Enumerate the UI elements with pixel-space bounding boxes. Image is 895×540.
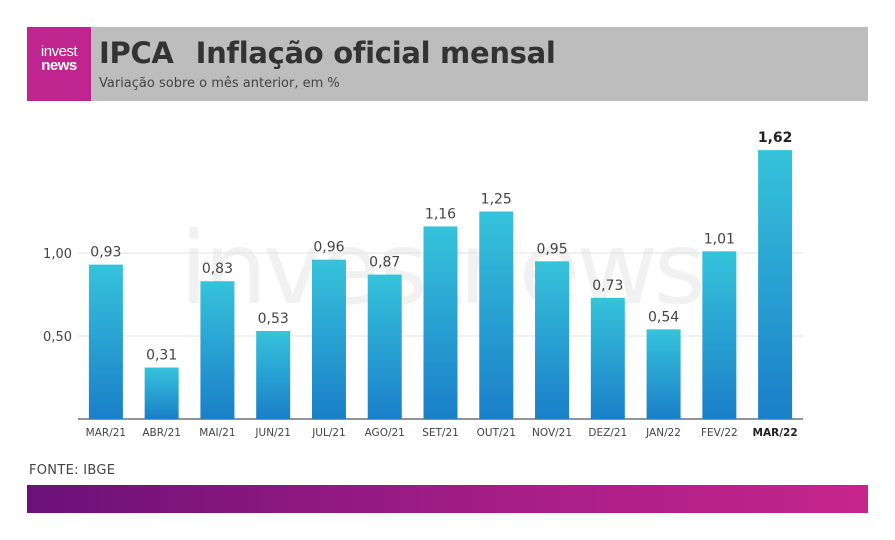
bar (423, 226, 458, 419)
bar (479, 211, 514, 419)
value-label: 0,54 (648, 309, 679, 325)
value-label: 1,25 (481, 192, 512, 208)
labels-layer: 0,50 1,00 0,93 MAR/21 0,31 ABR/21 0,83 MAI/21 0,… (43, 130, 798, 439)
page-title: IPCA Inflação oficial mensal (99, 36, 556, 70)
logo-line-1: invest (40, 43, 78, 60)
value-label: 0,73 (592, 278, 623, 294)
bar (646, 329, 681, 419)
x-tick-label: JAN/22 (645, 427, 681, 439)
value-label: 0,31 (146, 348, 177, 364)
value-label: 0,53 (258, 311, 289, 327)
y-tick-label: 0,50 (43, 330, 72, 345)
logo-line-2: news (41, 57, 77, 74)
x-tick-label: JUN/21 (254, 427, 291, 439)
bar (200, 281, 235, 419)
x-tick-label: NOV/21 (532, 427, 572, 439)
value-label: 0,96 (313, 240, 344, 256)
logo-text: invest news (27, 43, 91, 74)
header-bar (27, 27, 868, 101)
x-tick-label: FEV/22 (701, 427, 738, 439)
y-tick-label: 1,00 (43, 247, 72, 262)
bar-chart: 0,50 1,00 0,93 MAR/21 0,31 ABR/21 0,83 MAI/21 0,… (43, 130, 803, 439)
bar (367, 274, 402, 419)
bar (590, 297, 625, 419)
value-label: 0,95 (536, 241, 567, 257)
value-label: 1,62 (758, 130, 793, 146)
value-label: 0,87 (369, 255, 400, 271)
bar (535, 261, 570, 419)
value-label: 0,93 (90, 245, 121, 261)
footer-bar (27, 485, 868, 513)
value-label: 1,16 (425, 206, 456, 222)
x-tick-label: MAR/22 (753, 427, 798, 439)
bar (88, 264, 123, 419)
bar (758, 150, 793, 419)
bar (311, 259, 346, 419)
chart-area: 0,50 1,00 0,93 MAR/21 0,31 ABR/21 0,83 MAI/21 0,… (0, 101, 895, 461)
value-label: 1,01 (704, 231, 735, 247)
title-main: Inflação oficial mensal (195, 36, 556, 70)
source-note: FONTE: IBGE (29, 463, 116, 478)
bars-layer (88, 150, 793, 419)
x-tick-label: AGO/21 (365, 427, 405, 439)
x-tick-label: SET/21 (422, 427, 459, 439)
x-tick-label: ABR/21 (142, 427, 181, 439)
bar (702, 251, 737, 419)
bar (256, 331, 291, 419)
x-tick-label: MAR/21 (86, 427, 126, 439)
value-label: 0,83 (202, 261, 233, 277)
x-tick-label: JUL/21 (311, 427, 346, 439)
investnews-logo: invest news (27, 27, 91, 101)
title-prefix: IPCA (99, 36, 174, 70)
page-subtitle: Variação sobre o mês anterior, em % (99, 76, 340, 91)
bar (144, 367, 179, 419)
x-tick-label: DEZ/21 (588, 427, 627, 439)
x-tick-label: MAI/21 (199, 427, 235, 439)
x-tick-label: OUT/21 (477, 427, 516, 439)
